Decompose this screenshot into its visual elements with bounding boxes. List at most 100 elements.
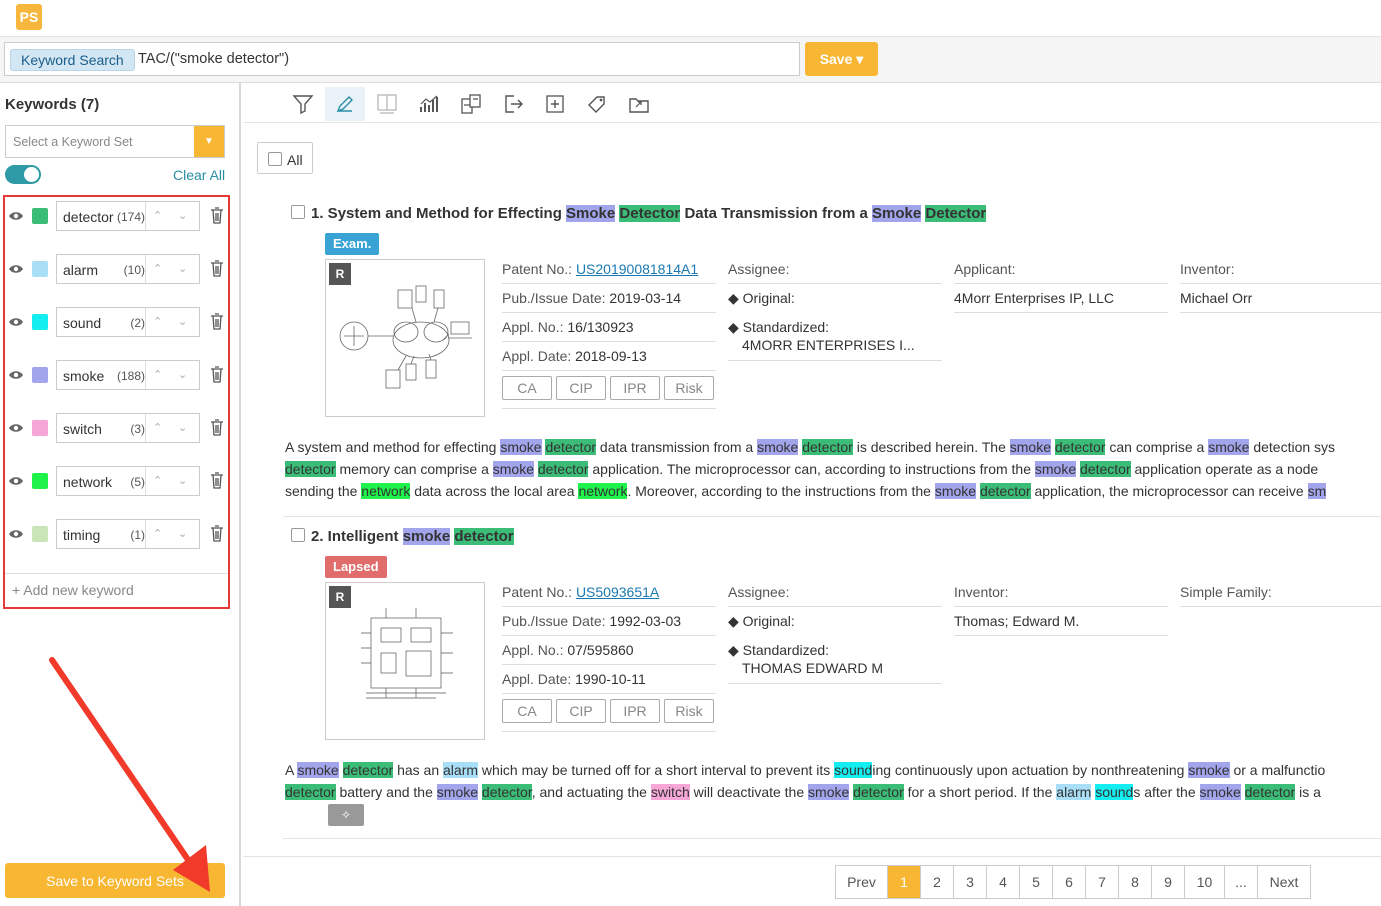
keyword-name[interactable]: alarm xyxy=(63,262,99,278)
keyword-name[interactable]: network xyxy=(63,474,113,490)
patent-number-link[interactable]: US5093651A xyxy=(575,584,660,600)
tag-pill-risk[interactable]: Risk xyxy=(664,699,714,723)
chevron-up-icon[interactable]: ⌃ xyxy=(153,263,163,275)
tag-pill-cip[interactable]: CIP xyxy=(556,376,606,400)
tag-pill-ca[interactable]: CA xyxy=(502,699,552,723)
folder-export-icon[interactable] xyxy=(619,87,659,121)
chevron-up-icon[interactable]: ⌃ xyxy=(153,528,163,540)
keyword-search-chip[interactable]: Keyword Search xyxy=(10,49,135,71)
chevron-down-icon[interactable]: ⌄ xyxy=(178,369,188,381)
chevron-down-icon[interactable]: ⌄ xyxy=(178,316,188,328)
chevron-up-icon[interactable]: ⌃ xyxy=(153,210,163,222)
page-button[interactable]: 10 xyxy=(1185,866,1225,898)
chevron-down-icon[interactable]: ⌄ xyxy=(178,422,188,434)
keyword-stepper[interactable]: ⌃ ⌄ xyxy=(145,414,199,442)
prev-page-button[interactable]: Prev xyxy=(836,866,888,898)
page-button[interactable]: 2 xyxy=(921,866,954,898)
tag-pill-ca[interactable]: CA xyxy=(502,376,552,400)
page-button[interactable]: 8 xyxy=(1119,866,1152,898)
keyword-color-swatch[interactable] xyxy=(32,473,48,489)
trash-icon[interactable] xyxy=(210,471,224,489)
page-button[interactable]: 4 xyxy=(987,866,1020,898)
keyword-stepper[interactable]: ⌃ ⌄ xyxy=(145,202,199,230)
chevron-up-icon[interactable]: ⌃ xyxy=(153,316,163,328)
keyword-field[interactable]: timing (1) ⌃ ⌄ xyxy=(56,519,200,549)
keyword-color-swatch[interactable] xyxy=(32,208,48,224)
tag-icon[interactable] xyxy=(577,87,617,121)
keyword-name[interactable]: smoke xyxy=(63,368,105,384)
trash-icon[interactable] xyxy=(210,312,224,330)
keyword-set-select[interactable]: Select a Keyword Set ▼ xyxy=(5,125,225,158)
save-button[interactable]: Save ▾ xyxy=(805,42,878,76)
select-all-checkbox[interactable]: All xyxy=(257,142,313,174)
keyword-field[interactable]: network (5) ⌃ ⌄ xyxy=(56,466,200,496)
trash-icon[interactable] xyxy=(210,206,224,224)
keyword-stepper[interactable]: ⌃ ⌄ xyxy=(145,520,199,548)
keyword-stepper[interactable]: ⌃ ⌄ xyxy=(145,255,199,283)
search-input[interactable]: Keyword Search TAC/("smoke detector") xyxy=(4,42,800,76)
next-page-button[interactable]: Next xyxy=(1269,874,1299,890)
page-button[interactable]: 7 xyxy=(1086,866,1119,898)
page-button[interactable]: 5 xyxy=(1020,866,1053,898)
eye-icon[interactable] xyxy=(8,474,24,486)
keyword-color-swatch[interactable] xyxy=(32,314,48,330)
keyword-stepper[interactable]: ⌃ ⌄ xyxy=(145,308,199,336)
eye-icon[interactable] xyxy=(8,262,24,274)
tag-pill-risk[interactable]: Risk xyxy=(664,376,714,400)
keyword-field[interactable]: sound (2) ⌃ ⌄ xyxy=(56,307,200,337)
eye-icon[interactable] xyxy=(8,421,24,433)
filter-icon[interactable] xyxy=(283,87,323,121)
keyword-field[interactable]: alarm (10) ⌃ ⌄ xyxy=(56,254,200,284)
eye-icon[interactable] xyxy=(8,209,24,221)
eye-icon[interactable] xyxy=(8,527,24,539)
split-view-icon[interactable] xyxy=(367,87,407,121)
tag-pill-cip[interactable]: CIP xyxy=(556,699,606,723)
highlight-icon[interactable] xyxy=(325,87,365,121)
page-button[interactable]: 3 xyxy=(954,866,987,898)
export-icon[interactable] xyxy=(493,87,533,121)
tag-pill-ipr[interactable]: IPR xyxy=(610,376,660,400)
chevron-down-icon[interactable]: ▼ xyxy=(194,126,224,157)
add-icon[interactable] xyxy=(535,87,575,121)
patent-drawing-thumbnail[interactable]: R xyxy=(325,259,485,417)
translate-icon[interactable] xyxy=(451,87,491,121)
keyword-field[interactable]: switch (3) ⌃ ⌄ xyxy=(56,413,200,443)
keyword-stepper[interactable]: ⌃ ⌄ xyxy=(145,467,199,495)
result-checkbox[interactable] xyxy=(291,528,305,542)
chevron-down-icon[interactable]: ⌄ xyxy=(178,475,188,487)
keyword-field[interactable]: smoke (188) ⌃ ⌄ xyxy=(56,360,200,390)
search-query[interactable]: TAC/("smoke detector") xyxy=(138,51,290,67)
keyword-color-swatch[interactable] xyxy=(32,261,48,277)
eye-icon[interactable] xyxy=(8,315,24,327)
keyword-color-swatch[interactable] xyxy=(32,367,48,383)
result-title[interactable]: 1. System and Method for Effecting Smoke… xyxy=(311,205,987,222)
keyword-field[interactable]: detector (174) ⌃ ⌄ xyxy=(56,201,200,231)
page-button[interactable]: ... xyxy=(1225,866,1258,898)
keyword-color-swatch[interactable] xyxy=(32,420,48,436)
trash-icon[interactable] xyxy=(210,418,224,436)
patent-drawing-thumbnail[interactable]: R xyxy=(325,582,485,740)
trash-icon[interactable] xyxy=(210,524,224,542)
eye-icon[interactable] xyxy=(8,368,24,380)
keyword-name[interactable]: timing xyxy=(63,527,101,543)
app-logo[interactable]: PS xyxy=(16,4,42,30)
page-button[interactable]: 9 xyxy=(1152,866,1185,898)
keyword-name[interactable]: sound xyxy=(63,315,102,331)
magic-expand-button[interactable]: ✧ xyxy=(328,804,364,826)
keyword-name[interactable]: detector xyxy=(63,209,114,225)
chevron-down-icon[interactable]: ⌄ xyxy=(178,210,188,222)
add-keyword-input[interactable]: + Add new keyword xyxy=(5,573,228,607)
result-title[interactable]: 2. Intelligent smoke detector xyxy=(311,528,514,545)
tag-pill-ipr[interactable]: IPR xyxy=(610,699,660,723)
checkbox-icon[interactable] xyxy=(268,152,282,166)
clear-all-link[interactable]: Clear All xyxy=(173,167,226,183)
chart-icon[interactable] xyxy=(409,87,449,121)
chevron-up-icon[interactable]: ⌃ xyxy=(153,422,163,434)
trash-icon[interactable] xyxy=(210,365,224,383)
page-button[interactable]: 1 xyxy=(888,866,921,898)
keyword-stepper[interactable]: ⌃ ⌄ xyxy=(145,361,199,389)
chevron-down-icon[interactable]: ⌄ xyxy=(178,263,188,275)
keyword-color-swatch[interactable] xyxy=(32,526,48,542)
page-button[interactable]: 6 xyxy=(1053,866,1086,898)
chevron-up-icon[interactable]: ⌃ xyxy=(153,475,163,487)
